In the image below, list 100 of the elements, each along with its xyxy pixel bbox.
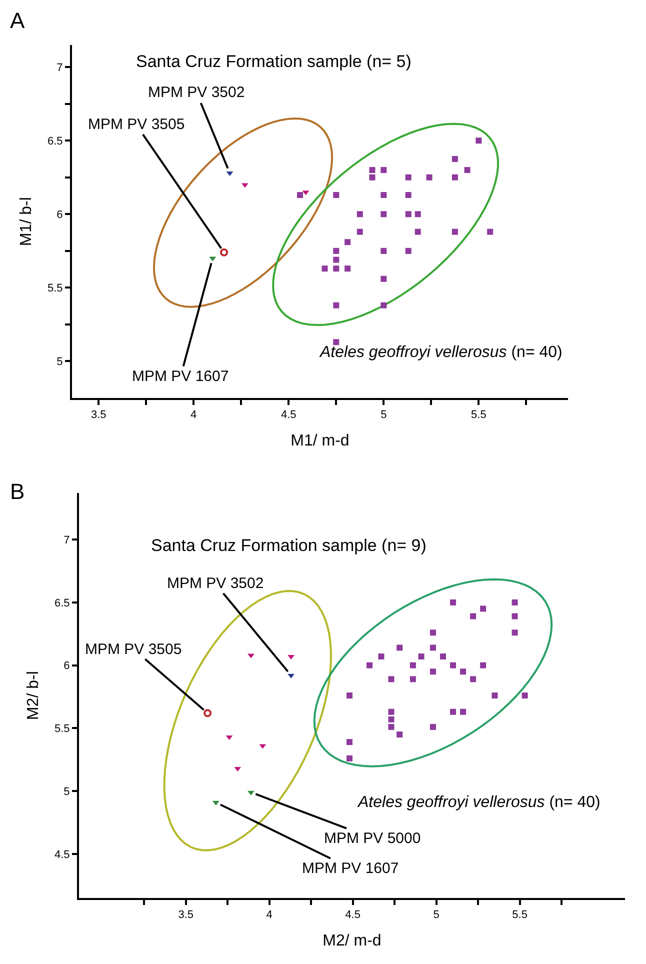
y-tick-label: 5.5 [48, 282, 63, 295]
point [452, 156, 458, 162]
x-tick-label: 3.5 [90, 409, 106, 422]
point [369, 167, 376, 174]
point [344, 266, 351, 272]
point [492, 692, 498, 698]
point [430, 644, 436, 651]
point [380, 192, 387, 198]
annotation: Santa Cruz Formation sample (n= 5) [136, 52, 412, 71]
y-tick-label: 6 [64, 660, 70, 672]
point [380, 276, 387, 282]
y-tick-label: 6 [56, 209, 63, 221]
point [512, 599, 518, 606]
x-tick-label: 5.5 [512, 909, 528, 922]
point [388, 724, 394, 730]
x-tick-label: 4 [266, 909, 272, 922]
annotation: Ateles geoffroyi vellerosus (n= 40) [319, 344, 562, 361]
x-tick-label: 5.5 [471, 409, 486, 422]
x-tick-label: 3.5 [178, 909, 194, 922]
annotation: Ateles geoffroyi vellerosus (n= 40) [357, 794, 600, 811]
point [450, 599, 456, 606]
point [460, 708, 466, 715]
annotation: MPM PV 1607 [132, 368, 229, 385]
point [512, 613, 518, 620]
annotation: MPM PV 5000 [324, 830, 421, 847]
point [344, 239, 351, 246]
point [333, 266, 340, 272]
x-tick-label: 4.5 [345, 909, 360, 922]
point [333, 339, 340, 346]
point [418, 654, 424, 660]
point [322, 266, 328, 272]
point [512, 630, 518, 636]
point [452, 174, 458, 180]
y-tick-label: 4.5 [54, 848, 70, 861]
point [297, 192, 304, 198]
annotation: MPM PV 3502 [148, 84, 245, 101]
point [405, 174, 412, 180]
point [346, 692, 352, 698]
point [414, 211, 421, 218]
point [333, 192, 340, 198]
y-tick-label: 6.5 [54, 597, 70, 610]
point [380, 302, 387, 308]
point [410, 662, 416, 668]
y-tick-label: 7 [64, 534, 70, 546]
y-tick-label: 6.5 [48, 135, 63, 148]
y-tick-label: 5.5 [54, 723, 70, 736]
point [220, 248, 228, 256]
point [476, 138, 482, 144]
point [470, 676, 476, 682]
point [487, 228, 494, 235]
point [388, 676, 394, 682]
point [346, 755, 352, 762]
point [396, 731, 403, 738]
point [356, 211, 363, 218]
point [464, 167, 470, 174]
point [430, 724, 436, 730]
point [378, 654, 384, 660]
y-tick-label: 7 [56, 62, 63, 74]
point [346, 739, 352, 746]
point [450, 662, 456, 668]
point [388, 716, 394, 722]
y-tick-label: 5 [64, 786, 70, 798]
annotation: MPM PV 3505 [85, 641, 182, 658]
point [450, 708, 456, 715]
point [440, 654, 446, 660]
point [470, 613, 476, 620]
point [333, 302, 340, 308]
annotation: Santa Cruz Formation sample (n= 9) [151, 536, 426, 555]
text: A [10, 8, 25, 33]
point [410, 676, 416, 682]
point [380, 248, 387, 254]
point [522, 692, 528, 698]
point [405, 192, 412, 198]
point [369, 174, 376, 180]
point [480, 606, 486, 612]
x-axis-title: M1/ m-d [290, 432, 350, 450]
point [452, 228, 458, 235]
point [460, 668, 466, 675]
annotation: MPM PV 1607 [302, 860, 399, 877]
x-tick-label: 4 [190, 409, 197, 422]
y-tick-label: 5 [56, 356, 63, 368]
x-tick-label: 5 [380, 409, 387, 422]
y-axis-title: M2/ b-l [24, 671, 42, 720]
x-tick-label: 4.5 [280, 409, 296, 422]
point [480, 662, 486, 668]
point [405, 211, 412, 218]
point [388, 708, 394, 715]
point [405, 248, 412, 254]
point [366, 662, 373, 668]
point [414, 228, 421, 235]
text: B [10, 479, 25, 504]
point [380, 211, 387, 218]
point [333, 256, 340, 263]
annotation: MPM PV 3502 [167, 575, 264, 592]
point [430, 668, 436, 675]
point [430, 630, 436, 636]
point [248, 790, 254, 796]
point [426, 174, 432, 180]
point [396, 644, 403, 651]
x-tick-label: 5 [433, 909, 440, 922]
